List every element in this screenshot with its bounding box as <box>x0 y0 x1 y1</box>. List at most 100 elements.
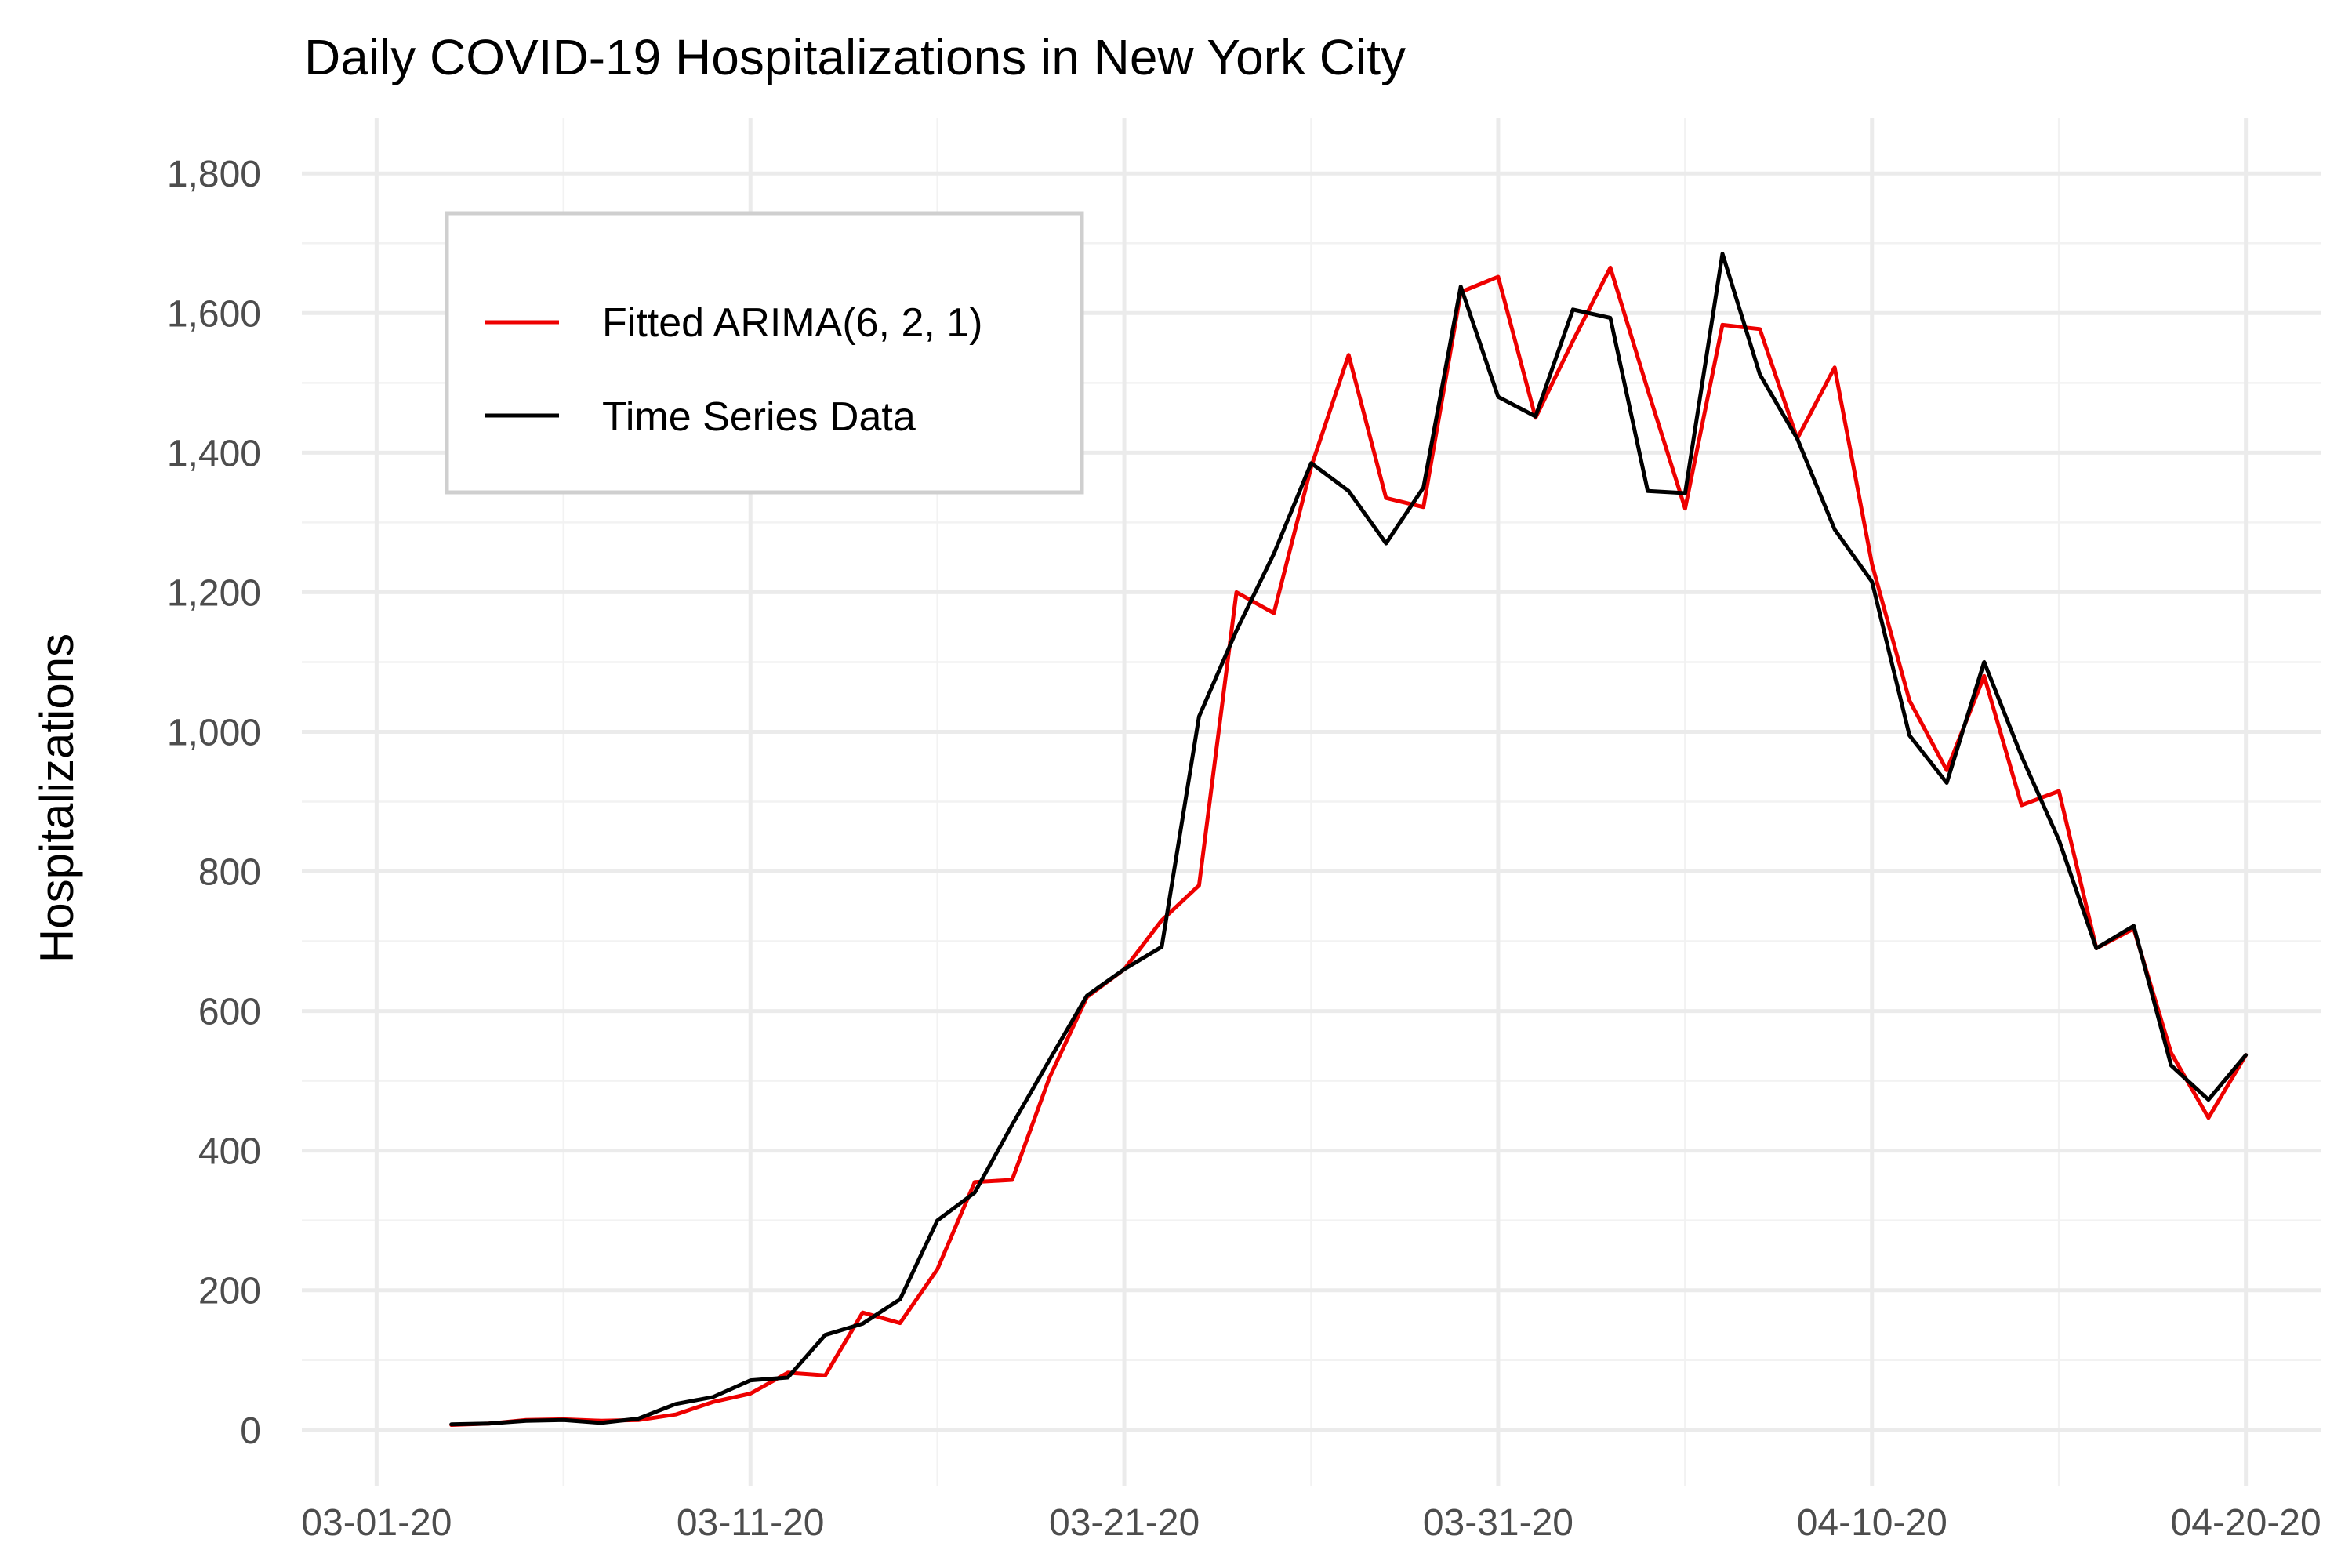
data-point-fitted-arima-2020-03-19 <box>1048 1076 1051 1079</box>
x-axis-tick-labels: 03-01-20 03-11-20 03-21-20 03-31-20 04-10-20… <box>301 1502 2321 1544</box>
data-point-time-series-data-2020-03-15 <box>899 1298 901 1301</box>
y-tick-label-200: 200 <box>198 1271 261 1312</box>
y-tick-label-400: 400 <box>198 1131 261 1173</box>
data-point-time-series-data-2020-04-07 <box>1759 373 1761 376</box>
data-point-fitted-arima-2020-03-17 <box>974 1181 976 1183</box>
data-point-time-series-data-2020-03-09 <box>674 1403 677 1405</box>
data-point-time-series-data-2020-03-22 <box>1160 946 1163 948</box>
data-point-time-series-data-2020-03-17 <box>974 1192 976 1194</box>
data-point-time-series-data-2020-03-30 <box>1460 285 1462 288</box>
data-point-fitted-arima-2020-03-10 <box>712 1401 714 1403</box>
data-point-time-series-data-2020-03-13 <box>824 1334 826 1336</box>
data-point-time-series-data-2020-03-10 <box>712 1396 714 1398</box>
data-point-time-series-data-2020-04-06 <box>1722 252 1723 255</box>
data-point-time-series-data-2020-03-19 <box>1048 1058 1051 1061</box>
data-point-fitted-arima-2020-03-11 <box>750 1392 752 1395</box>
data-point-time-series-data-2020-03-12 <box>786 1377 789 1378</box>
legend-label-fitted-arima: Fitted ARIMA(6, 2, 1) <box>602 300 983 346</box>
y-tick-label-1200: 1,200 <box>167 572 261 614</box>
data-point-time-series-data-2020-04-14 <box>2020 755 2023 757</box>
data-point-fitted-arima-2020-04-07 <box>1759 328 1761 330</box>
data-point-fitted-arima-2020-03-28 <box>1385 497 1387 499</box>
data-point-time-series-data-2020-03-23 <box>1198 715 1200 717</box>
x-tick-label-04-20-20: 04-20-20 <box>2171 1502 2321 1544</box>
data-point-time-series-data-2020-03-07 <box>600 1421 602 1424</box>
data-point-time-series-data-2020-03-04 <box>488 1422 490 1425</box>
data-point-fitted-arima-2020-04-03 <box>1610 267 1611 269</box>
data-point-fitted-arima-2020-03-25 <box>1272 612 1275 615</box>
data-point-fitted-arima-2020-03-23 <box>1198 884 1200 887</box>
data-point-time-series-data-2020-04-15 <box>2058 839 2060 841</box>
data-point-time-series-data-2020-03-03 <box>450 1423 452 1425</box>
major-gridlines <box>302 118 2321 1486</box>
data-point-fitted-arima-2020-03-27 <box>1348 354 1350 356</box>
data-point-time-series-data-2020-03-27 <box>1348 490 1350 492</box>
y-tick-label-0: 0 <box>240 1410 261 1452</box>
data-point-time-series-data-2020-04-16 <box>2095 947 2097 949</box>
data-point-time-series-data-2020-04-09 <box>1834 528 1836 531</box>
legend: Fitted ARIMA(6, 2, 1) Time Series Data <box>445 211 1084 495</box>
y-axis-label: Hospitalizations <box>31 633 83 963</box>
data-point-time-series-data-2020-03-06 <box>562 1419 564 1421</box>
legend-label-time-series-data: Time Series Data <box>602 394 916 440</box>
data-point-fitted-arima-2020-04-06 <box>1722 324 1723 326</box>
data-point-fitted-arima-2020-04-11 <box>1908 699 1911 702</box>
data-point-time-series-data-2020-04-04 <box>1646 490 1649 492</box>
data-point-fitted-arima-2020-03-13 <box>824 1374 826 1377</box>
data-point-time-series-data-2020-03-28 <box>1385 543 1387 545</box>
data-point-time-series-data-2020-04-03 <box>1610 317 1611 319</box>
data-point-fitted-arima-2020-03-09 <box>674 1414 677 1416</box>
data-point-time-series-data-2020-04-05 <box>1684 492 1686 494</box>
y-tick-label-1400: 1,400 <box>167 433 261 474</box>
data-point-fitted-arima-2020-04-19 <box>2207 1116 2209 1119</box>
data-point-fitted-arima-2020-04-09 <box>1834 366 1836 368</box>
x-tick-label-03-31-20: 03-31-20 <box>1423 1502 1573 1544</box>
data-point-time-series-data-2020-04-20 <box>2245 1054 2247 1056</box>
data-point-time-series-data-2020-04-12 <box>1946 782 1948 784</box>
data-point-fitted-arima-2020-04-10 <box>1871 563 1873 565</box>
data-point-time-series-data-2020-03-21 <box>1123 968 1126 971</box>
data-point-fitted-arima-2020-04-04 <box>1646 389 1649 391</box>
x-tick-label-03-01-20: 03-01-20 <box>301 1502 452 1544</box>
series-lines <box>449 252 2249 1427</box>
data-point-time-series-data-2020-03-16 <box>936 1219 938 1221</box>
data-point-fitted-arima-2020-04-14 <box>2020 804 2023 806</box>
data-point-fitted-arima-2020-04-13 <box>1983 675 1985 677</box>
data-point-fitted-arima-2020-03-22 <box>1160 919 1163 921</box>
y-tick-label-600: 600 <box>198 992 261 1033</box>
data-point-time-series-data-2020-04-13 <box>1983 661 1985 663</box>
data-point-fitted-arima-2020-03-31 <box>1497 276 1499 278</box>
chart-title: Daily COVID-19 Hospitalizations in New Y… <box>304 29 1406 85</box>
data-point-time-series-data-2020-03-20 <box>1086 995 1088 996</box>
data-point-time-series-data-2020-04-18 <box>2170 1065 2172 1066</box>
data-point-time-series-data-2020-03-25 <box>1272 553 1275 555</box>
y-tick-label-1000: 1,000 <box>167 712 261 753</box>
y-tick-label-800: 800 <box>198 852 261 894</box>
data-point-time-series-data-2020-04-11 <box>1908 734 1911 736</box>
data-point-fitted-arima-2020-04-15 <box>2058 790 2060 793</box>
y-tick-label-1600: 1,600 <box>167 293 261 335</box>
data-point-fitted-arima-2020-03-16 <box>936 1269 938 1270</box>
data-point-time-series-data-2020-04-02 <box>1572 308 1574 310</box>
data-point-time-series-data-2020-03-31 <box>1497 396 1499 398</box>
x-tick-label-03-21-20: 03-21-20 <box>1049 1502 1200 1544</box>
data-point-time-series-data-2020-03-05 <box>525 1420 528 1422</box>
data-point-fitted-arima-2020-03-24 <box>1236 591 1238 593</box>
legend-box <box>445 211 1084 495</box>
data-point-fitted-arima-2020-03-18 <box>1011 1179 1013 1181</box>
data-point-time-series-data-2020-03-18 <box>1011 1123 1013 1126</box>
data-point-time-series-data-2020-03-08 <box>637 1417 640 1420</box>
data-point-time-series-data-2020-03-14 <box>862 1323 864 1325</box>
series-points-time-series-data <box>450 252 2247 1425</box>
data-point-time-series-data-2020-04-01 <box>1534 416 1537 418</box>
data-point-fitted-arima-2020-03-29 <box>1422 506 1425 508</box>
data-point-fitted-arima-2020-03-12 <box>786 1371 789 1374</box>
data-point-time-series-data-2020-04-10 <box>1871 581 1873 583</box>
y-axis-tick-labels: 0 200 400 600 800 1,000 1,200 1,400 1,600 1,800 <box>167 154 261 1452</box>
data-point-fitted-arima-2020-03-15 <box>899 1322 901 1324</box>
data-point-time-series-data-2020-04-19 <box>2207 1098 2209 1101</box>
data-point-time-series-data-2020-03-29 <box>1422 486 1425 488</box>
data-point-fitted-arima-2020-04-12 <box>1946 769 1948 771</box>
data-point-time-series-data-2020-03-11 <box>750 1379 752 1381</box>
